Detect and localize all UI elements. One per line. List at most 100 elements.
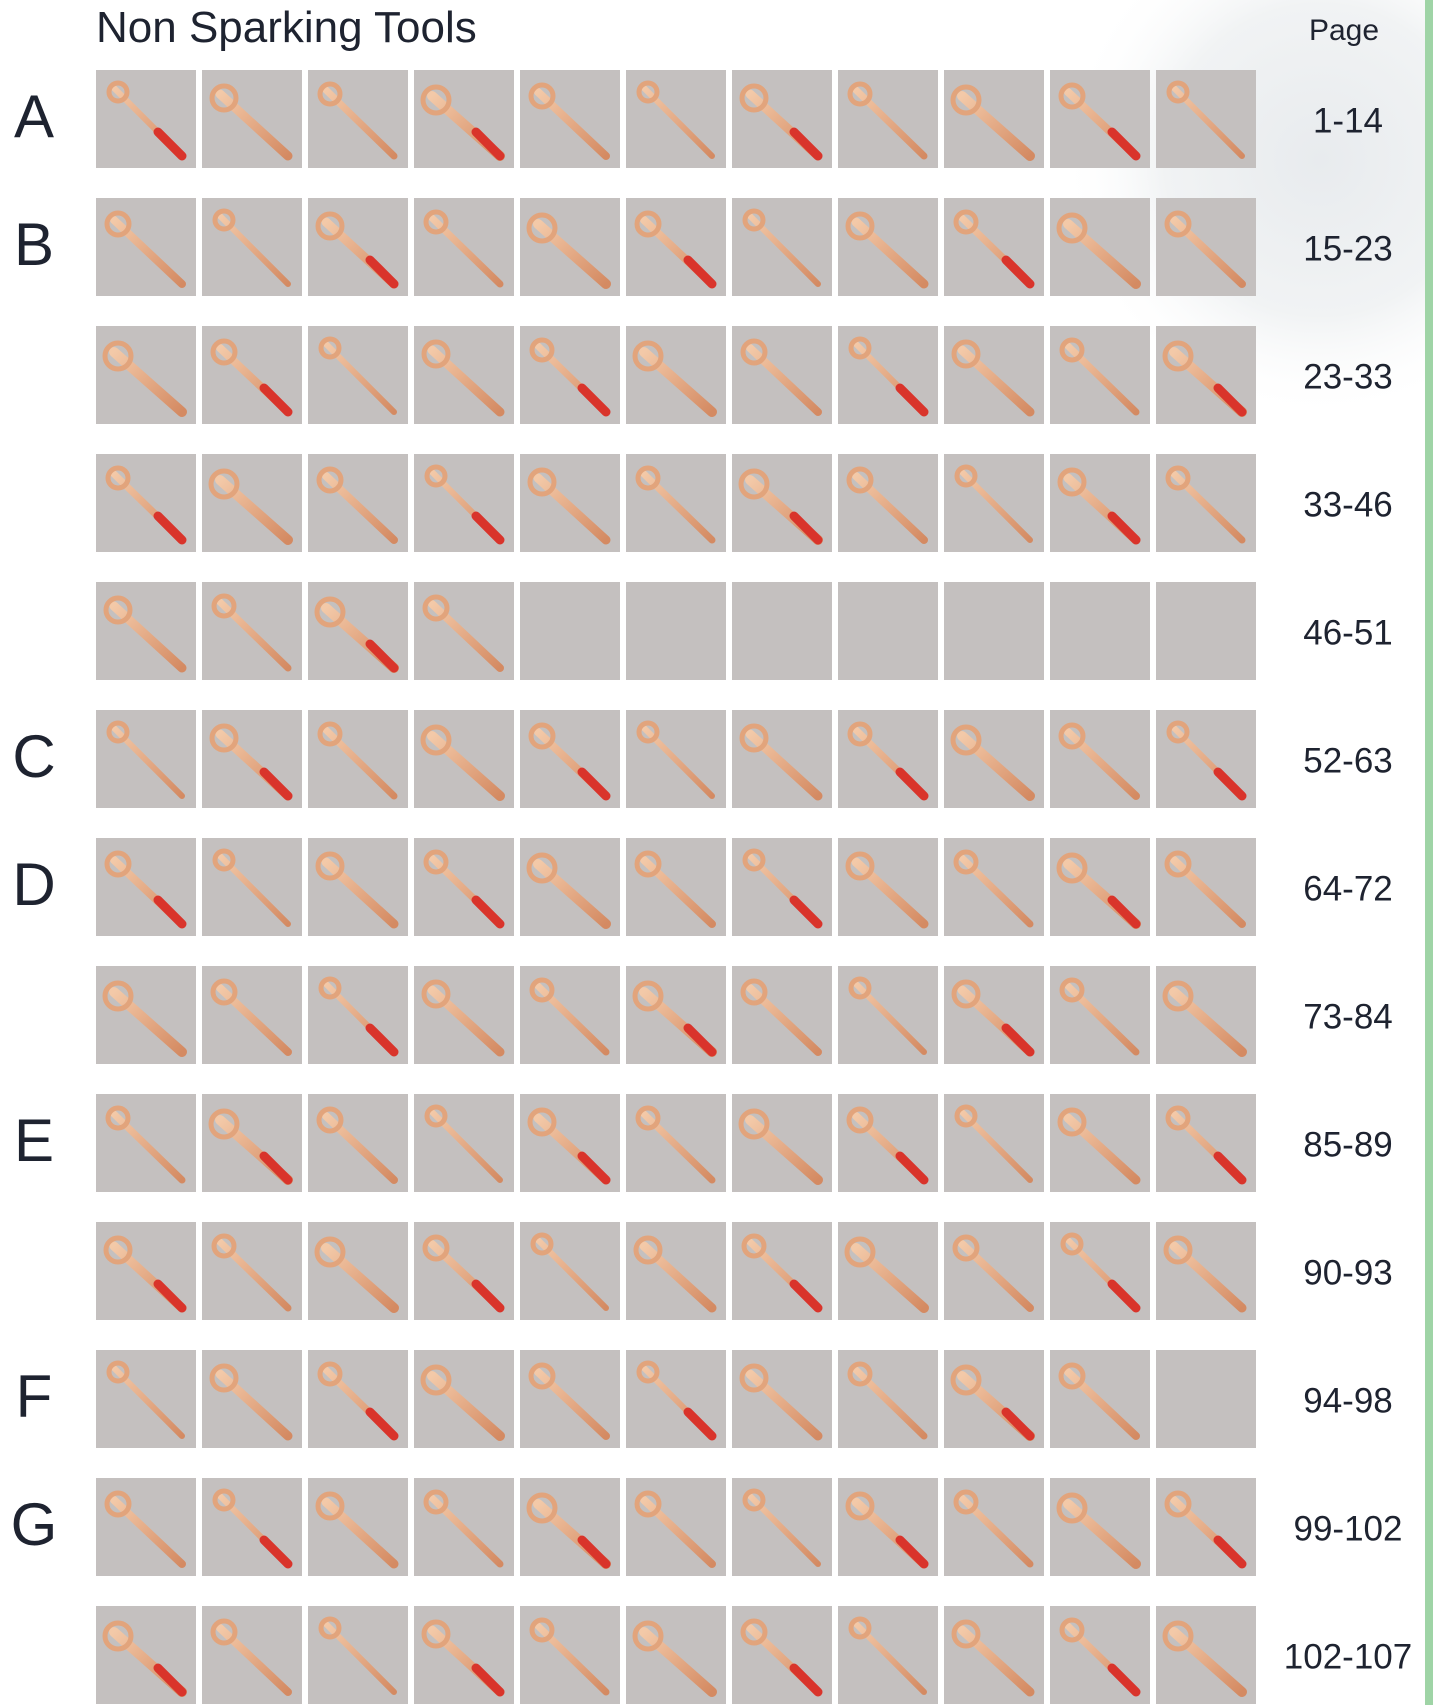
tool-head <box>102 340 134 372</box>
tool-tile <box>520 1350 620 1448</box>
tool-tile <box>202 454 302 552</box>
tool-tile <box>626 198 726 296</box>
tool-head <box>106 720 130 744</box>
tool-head <box>1165 1105 1191 1131</box>
tool-tile <box>1050 70 1150 168</box>
tool-head <box>212 208 236 232</box>
section-letter: D <box>12 851 55 918</box>
tool-head <box>1056 852 1088 884</box>
tool-tile <box>202 1094 302 1192</box>
tool-tile <box>308 198 408 296</box>
tool-head <box>739 723 769 753</box>
tool-grip <box>365 255 399 289</box>
tool-head <box>845 1491 875 1521</box>
tool-shaft <box>427 1371 505 1441</box>
tool-shaft <box>109 347 187 417</box>
tool-tile <box>732 710 832 808</box>
page-range: 85-89 <box>1303 1125 1393 1164</box>
tool-tile <box>414 1478 514 1576</box>
tool-grip <box>1001 255 1035 289</box>
tool-tile <box>1050 198 1150 296</box>
tool-head <box>1166 80 1190 104</box>
tool-head <box>212 1488 236 1512</box>
tool-head <box>529 977 555 1003</box>
tool-tile <box>202 1222 302 1320</box>
tool-tile <box>626 1222 726 1320</box>
tool-tile <box>202 1350 302 1448</box>
tool-head <box>848 336 872 360</box>
tool-head <box>1164 1490 1192 1518</box>
tool-tile <box>414 838 514 936</box>
tool-head <box>315 851 345 881</box>
tool-tile <box>520 838 620 936</box>
tool-head <box>632 1620 664 1652</box>
tool-tile <box>1050 454 1150 552</box>
tool-head <box>420 84 452 116</box>
tool-grip <box>153 1663 187 1697</box>
tool-tile <box>838 1606 938 1704</box>
tool-shaft <box>957 91 1035 161</box>
tool-tile <box>838 838 938 936</box>
tool-grip <box>683 255 717 289</box>
tool-head <box>742 848 766 872</box>
tool-tile <box>732 326 832 424</box>
tool-head <box>636 720 660 744</box>
tool-head <box>424 1104 448 1128</box>
tool-shaft <box>321 1243 399 1313</box>
tool-head <box>530 1232 554 1256</box>
tool-grid <box>96 70 1256 1704</box>
tile-bg <box>1156 1350 1256 1448</box>
tool-shaft <box>533 859 611 929</box>
tool-tile <box>414 326 514 424</box>
tool-grip <box>365 1407 399 1441</box>
tool-tile <box>96 1350 196 1448</box>
tool-tile <box>1156 966 1256 1064</box>
tool-tile <box>96 1478 196 1576</box>
tool-grip <box>577 1151 611 1185</box>
tool-head <box>848 1616 872 1640</box>
tool-tile <box>944 326 1044 424</box>
tool-head <box>1162 340 1194 372</box>
tool-tile <box>626 1094 726 1192</box>
tool-tile <box>626 838 726 936</box>
tool-tile <box>732 1094 832 1192</box>
tool-head <box>106 80 130 104</box>
tool-head <box>635 465 661 491</box>
tool-head <box>953 209 979 235</box>
tool-grip <box>683 1407 717 1441</box>
tool-grip <box>789 511 823 545</box>
edge-bar <box>1425 0 1433 1705</box>
tool-tile <box>944 710 1044 808</box>
tool-head <box>635 1105 661 1131</box>
tool-shaft <box>745 1115 823 1185</box>
tool-tile <box>838 1350 938 1448</box>
tool-head <box>314 596 346 628</box>
tool-tile <box>626 70 726 168</box>
tool-head <box>317 721 343 747</box>
tool-tile <box>414 582 514 680</box>
tool-tile <box>96 1606 196 1704</box>
tool-tile <box>96 966 196 1064</box>
tool-head <box>845 851 875 881</box>
tool-tile <box>944 966 1044 1064</box>
tool-head <box>1166 720 1190 744</box>
tool-head <box>102 1620 134 1652</box>
tool-tile <box>1156 1606 1256 1704</box>
tool-tile <box>414 1350 514 1448</box>
tool-head <box>422 1234 450 1262</box>
section-letter: B <box>14 211 54 278</box>
tool-head <box>210 338 238 366</box>
tool-tile <box>520 582 620 680</box>
tool-tile <box>520 966 620 1064</box>
tool-head <box>103 1235 133 1265</box>
tool-tile <box>732 966 832 1064</box>
tool-tile <box>202 1478 302 1576</box>
tool-grip <box>365 1023 399 1057</box>
tool-head <box>209 1363 239 1393</box>
tool-grip <box>259 1151 293 1185</box>
tool-head <box>104 210 132 238</box>
page-range: 46-51 <box>1303 613 1393 652</box>
tool-tile <box>838 1094 938 1192</box>
tool-tile <box>202 70 302 168</box>
